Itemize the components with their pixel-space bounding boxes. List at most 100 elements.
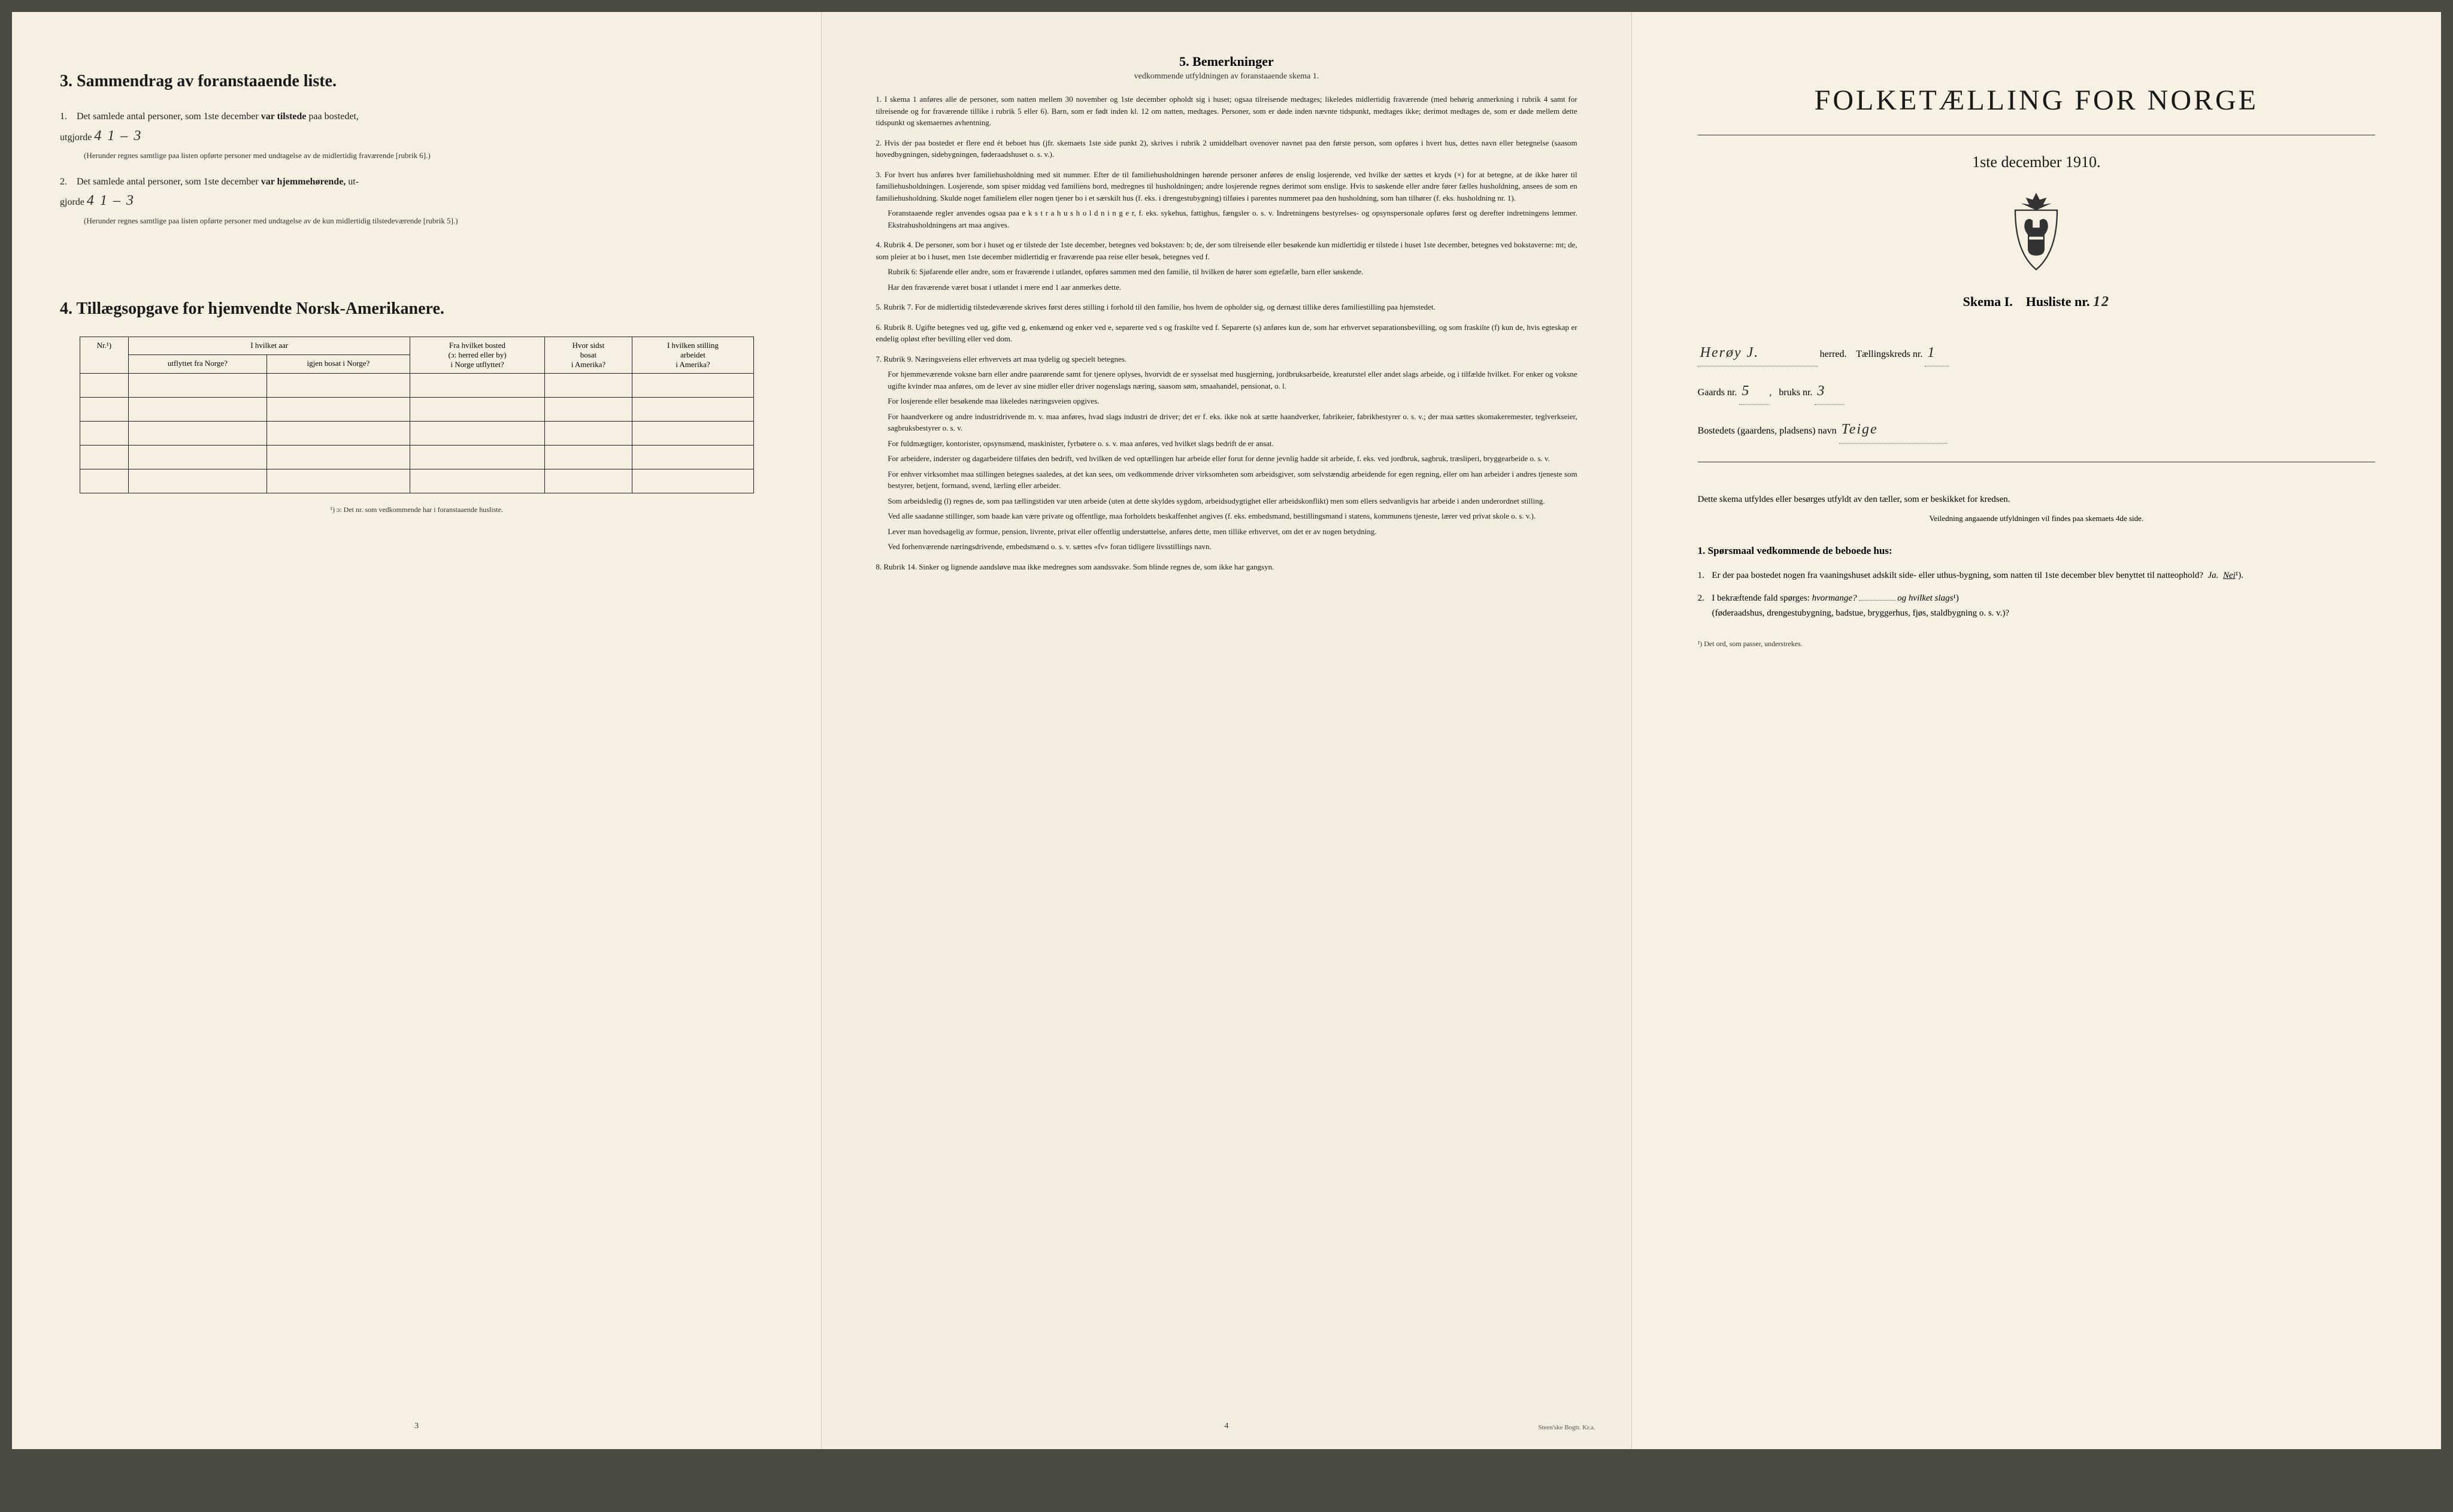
item-1-text-c: paa bostedet, [308, 111, 359, 122]
remark-8: 8. Rubrik 14. Sinker og lignende aandslø… [876, 561, 1577, 573]
item-1: 1. Det samlede antal personer, som 1ste … [60, 109, 773, 162]
item-2-text-b: var hjemmehørende, [261, 177, 346, 187]
r7-text: Rubrik 9. Næringsveiens eller erhvervets… [883, 354, 1126, 363]
bruks-nr: 3 [1815, 378, 1845, 405]
husliste-nr: 12 [2093, 294, 2110, 310]
r7-sub5: For arbeidere, inderster og dagarbeidere… [888, 453, 1577, 465]
r1-text: I skema 1 anføres alle de personer, som … [876, 95, 1577, 127]
q2-num: 2. [1698, 591, 1710, 607]
remarks-list: 1. I skema 1 anføres alle de personer, s… [876, 93, 1577, 572]
instruction-small: Veiledning angaaende utfyldningen vil fi… [1698, 513, 2375, 525]
item-2-gjorde: gjorde [60, 197, 84, 207]
r3-text: For hvert hus anføres hver familiehushol… [876, 170, 1577, 202]
r7-sub9: Lever man hovedsagelig av formue, pensio… [888, 526, 1577, 538]
q1-num: 1. [1698, 568, 1710, 584]
th-col4: Hvor sidst bosat i Amerika? [544, 337, 632, 373]
r8-text: Rubrik 14. Sinker og lignende aandsløve … [883, 562, 1274, 571]
r2-num: 2. [876, 138, 882, 147]
footnote-right: ¹) Det ord, som passer, understrekes. [1698, 640, 2375, 649]
q2-hvilket: hvilket slags [1909, 593, 1954, 603]
th-col3: Fra hvilket bosted (ɔ: herred eller by) … [410, 337, 544, 373]
th3b: (ɔ: herred eller by) [448, 350, 506, 359]
th-colgroup: I hvilket aar [129, 337, 410, 355]
husliste-label: Husliste nr. [2026, 294, 2090, 309]
r7-sub3: For haandverkere og andre industridriven… [888, 411, 1577, 434]
gaards-label: Gaards nr. [1698, 387, 1737, 398]
skema-label: Skema I. [1963, 294, 2013, 309]
r6-text: Rubrik 8. Ugifte betegnes ved ug, gifte … [876, 323, 1577, 344]
q2-sup: ¹) [1953, 593, 1959, 603]
main-title: FOLKETÆLLING FOR NORGE [1662, 84, 2411, 117]
th-col2: igjen bosat i Norge? [267, 355, 410, 374]
th5c: i Amerika? [676, 360, 710, 369]
th-col5: I hvilken stilling arbeidet i Amerika? [632, 337, 754, 373]
item-1-utgjorde: utgjorde [60, 132, 92, 143]
r7-sub6: For enhver virksomhet maa stillingen bet… [888, 468, 1577, 492]
q2-paren: (føderaadshus, drengestubygning, badstue… [1712, 608, 2009, 618]
section-5-title: 5. Bemerkninger [852, 54, 1601, 69]
bosted-label: Bostedets (gaardens, pladsens) navn [1698, 426, 1837, 436]
th-nr: Nr.¹) [80, 337, 129, 373]
remark-3: 3. For hvert hus anføres hver familiehus… [876, 169, 1577, 231]
remark-5: 5. Rubrik 7. For de midlertidig tilstede… [876, 301, 1577, 313]
remark-4: 4. Rubrik 4. De personer, som bor i huse… [876, 239, 1577, 293]
table-row [80, 397, 753, 421]
r5-num: 5. [876, 302, 882, 311]
r3-num: 3. [876, 170, 882, 179]
th5b: arbeidet [680, 350, 705, 359]
item-1-num: 1. [60, 109, 74, 125]
r8-num: 8. [876, 562, 882, 571]
th4b: bosat [580, 350, 596, 359]
page-middle: 5. Bemerkninger vedkommende utfyldningen… [822, 12, 1631, 1449]
th4a: Hvor sidst [573, 341, 605, 350]
r7-sub7: Som arbeidsledig (l) regnes de, som paa … [888, 495, 1577, 507]
r4-sub: Rubrik 6: Sjøfarende eller andre, som er… [888, 266, 1577, 278]
table-row [80, 373, 753, 397]
item-1-text-a: Det samlede antal personer, som 1ste dec… [77, 111, 259, 122]
page-num-left: 3 [12, 1422, 821, 1431]
q1-text: Er der paa bostedet nogen fra vaaningshu… [1712, 571, 2203, 580]
herred-hand: Herøy J. [1698, 340, 1818, 366]
remark-6: 6. Rubrik 8. Ugifte betegnes ved ug, gif… [876, 322, 1577, 345]
table-footnote: ¹) ɔ: Det nr. som vedkommende har i fora… [42, 505, 791, 514]
table-row [80, 469, 753, 493]
q1: 1. Er der paa bostedet nogen fra vaaning… [1712, 568, 2375, 584]
q2-text: I bekræftende fald spørges: [1712, 593, 1809, 603]
q-title: 1. Spørsmaal vedkommende de beboede hus: [1698, 543, 2375, 560]
table-row [80, 421, 753, 445]
kreds-label: Tællingskreds nr. [1856, 349, 1922, 359]
section-3-title: 3. Sammendrag av foranstaaende liste. [60, 72, 791, 91]
r7-sub8: Ved alle saadanne stillinger, som baade … [888, 510, 1577, 522]
q2-og: og [1897, 593, 1906, 603]
q1-sup: ¹). [2236, 571, 2243, 580]
section-4-title: 4. Tillægsopgave for hjemvendte Norsk-Am… [60, 299, 791, 319]
r7-sub10: Ved forhenværende næringsdrivende, embed… [888, 541, 1577, 553]
page-num-middle: 4 [822, 1422, 1631, 1431]
th-col1: utflyttet fra Norge? [129, 355, 267, 374]
remark-7: 7. Rubrik 9. Næringsveiens eller erhverv… [876, 353, 1577, 553]
r7-sub2: For losjerende eller besøkende maa likel… [888, 395, 1577, 407]
r2-text: Hvis der paa bostedet er flere end ét be… [876, 138, 1577, 159]
question-section: 1. Spørsmaal vedkommende de beboede hus:… [1698, 543, 2375, 621]
gaards-line: Gaards nr. 5, bruks nr. 3 [1698, 378, 2375, 405]
gaards-nr: 5 [1739, 378, 1769, 405]
q1-ja: Ja. [2208, 571, 2219, 580]
r6-num: 6. [876, 323, 882, 332]
bosted-line: Bostedets (gaardens, pladsens) navn Teig… [1698, 417, 2375, 443]
page-left: 3. Sammendrag av foranstaaende liste. 1.… [12, 12, 822, 1449]
page-right: FOLKETÆLLING FOR NORGE 1ste december 191… [1632, 12, 2441, 1449]
section-5-subtitle: vedkommende utfyldningen av foranstaaend… [852, 72, 1601, 81]
document-spread: 3. Sammendrag av foranstaaende liste. 1.… [12, 12, 2441, 1449]
item-2-text-c: ut- [348, 177, 359, 187]
coat-of-arms-icon [1662, 189, 2411, 276]
q2-hvor: hvormange? [1812, 593, 1857, 603]
r3-sub: Foranstaaende regler anvendes ogsaa paa … [888, 207, 1577, 231]
remark-1: 1. I skema 1 anføres alle de personer, s… [876, 93, 1577, 129]
instruction-text: Dette skema utfyldes eller besørges utfy… [1698, 495, 2010, 504]
table-row [80, 445, 753, 469]
instruction-block: Dette skema utfyldes eller besørges utfy… [1698, 492, 2375, 525]
q2: 2. I bekræftende fald spørges: hvormange… [1712, 591, 2375, 622]
item-2: 2. Det samlede antal personer, som 1ste … [60, 174, 773, 228]
th3c: i Norge utflyttet? [450, 360, 504, 369]
r7-sub: For hjemmeværende voksne barn eller andr… [888, 368, 1577, 392]
